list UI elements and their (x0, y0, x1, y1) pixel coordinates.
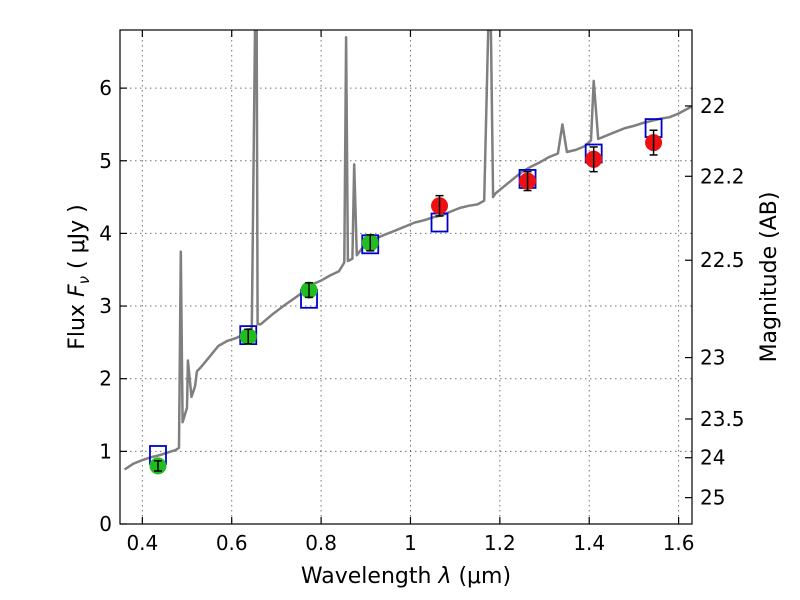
y-tick-label: 3 (99, 294, 112, 318)
y-tick-label: 5 (99, 149, 112, 173)
x-tick-label: 0.4 (126, 531, 158, 555)
x-tick-label: 0.6 (216, 531, 248, 555)
y2-axis-label: Magnitude (AB) (757, 192, 782, 363)
y2-tick-label: 22.2 (700, 164, 745, 188)
y2-tick-label: 23.5 (700, 407, 745, 431)
x-tick-label: 0.8 (305, 531, 337, 555)
y-tick-label: 1 (99, 439, 112, 463)
plot-frame (119, 29, 693, 525)
y2-tick-label: 25 (700, 486, 725, 510)
x-axis-label: Wavelength λ (μm) (301, 564, 511, 589)
y2-tick-label: 23 (700, 346, 725, 370)
grid-lines (120, 30, 692, 525)
y-tick-label: 6 (99, 76, 112, 100)
y-axis-label: Flux Fν ( μJy ) (65, 204, 93, 349)
plot-background (120, 30, 692, 524)
x-tick-label: 1.4 (573, 531, 605, 555)
axis-ticks: 0.4 0.6 0.8 1 1.2 1.4 1.601234562222.222.52323… (99, 30, 745, 555)
x-tick-label: 1.2 (484, 531, 516, 555)
y-tick-label: 2 (99, 367, 112, 391)
data-layer (123, 30, 692, 475)
y-tick-label: 0 (99, 512, 112, 536)
x-tick-label: 1 (404, 531, 417, 555)
y2-tick-label: 24 (700, 446, 725, 470)
y2-tick-label: 22.5 (700, 248, 745, 272)
x-tick-label: 1.6 (663, 531, 695, 555)
y-tick-label: 4 (99, 221, 112, 245)
y2-tick-label: 22 (700, 94, 725, 118)
